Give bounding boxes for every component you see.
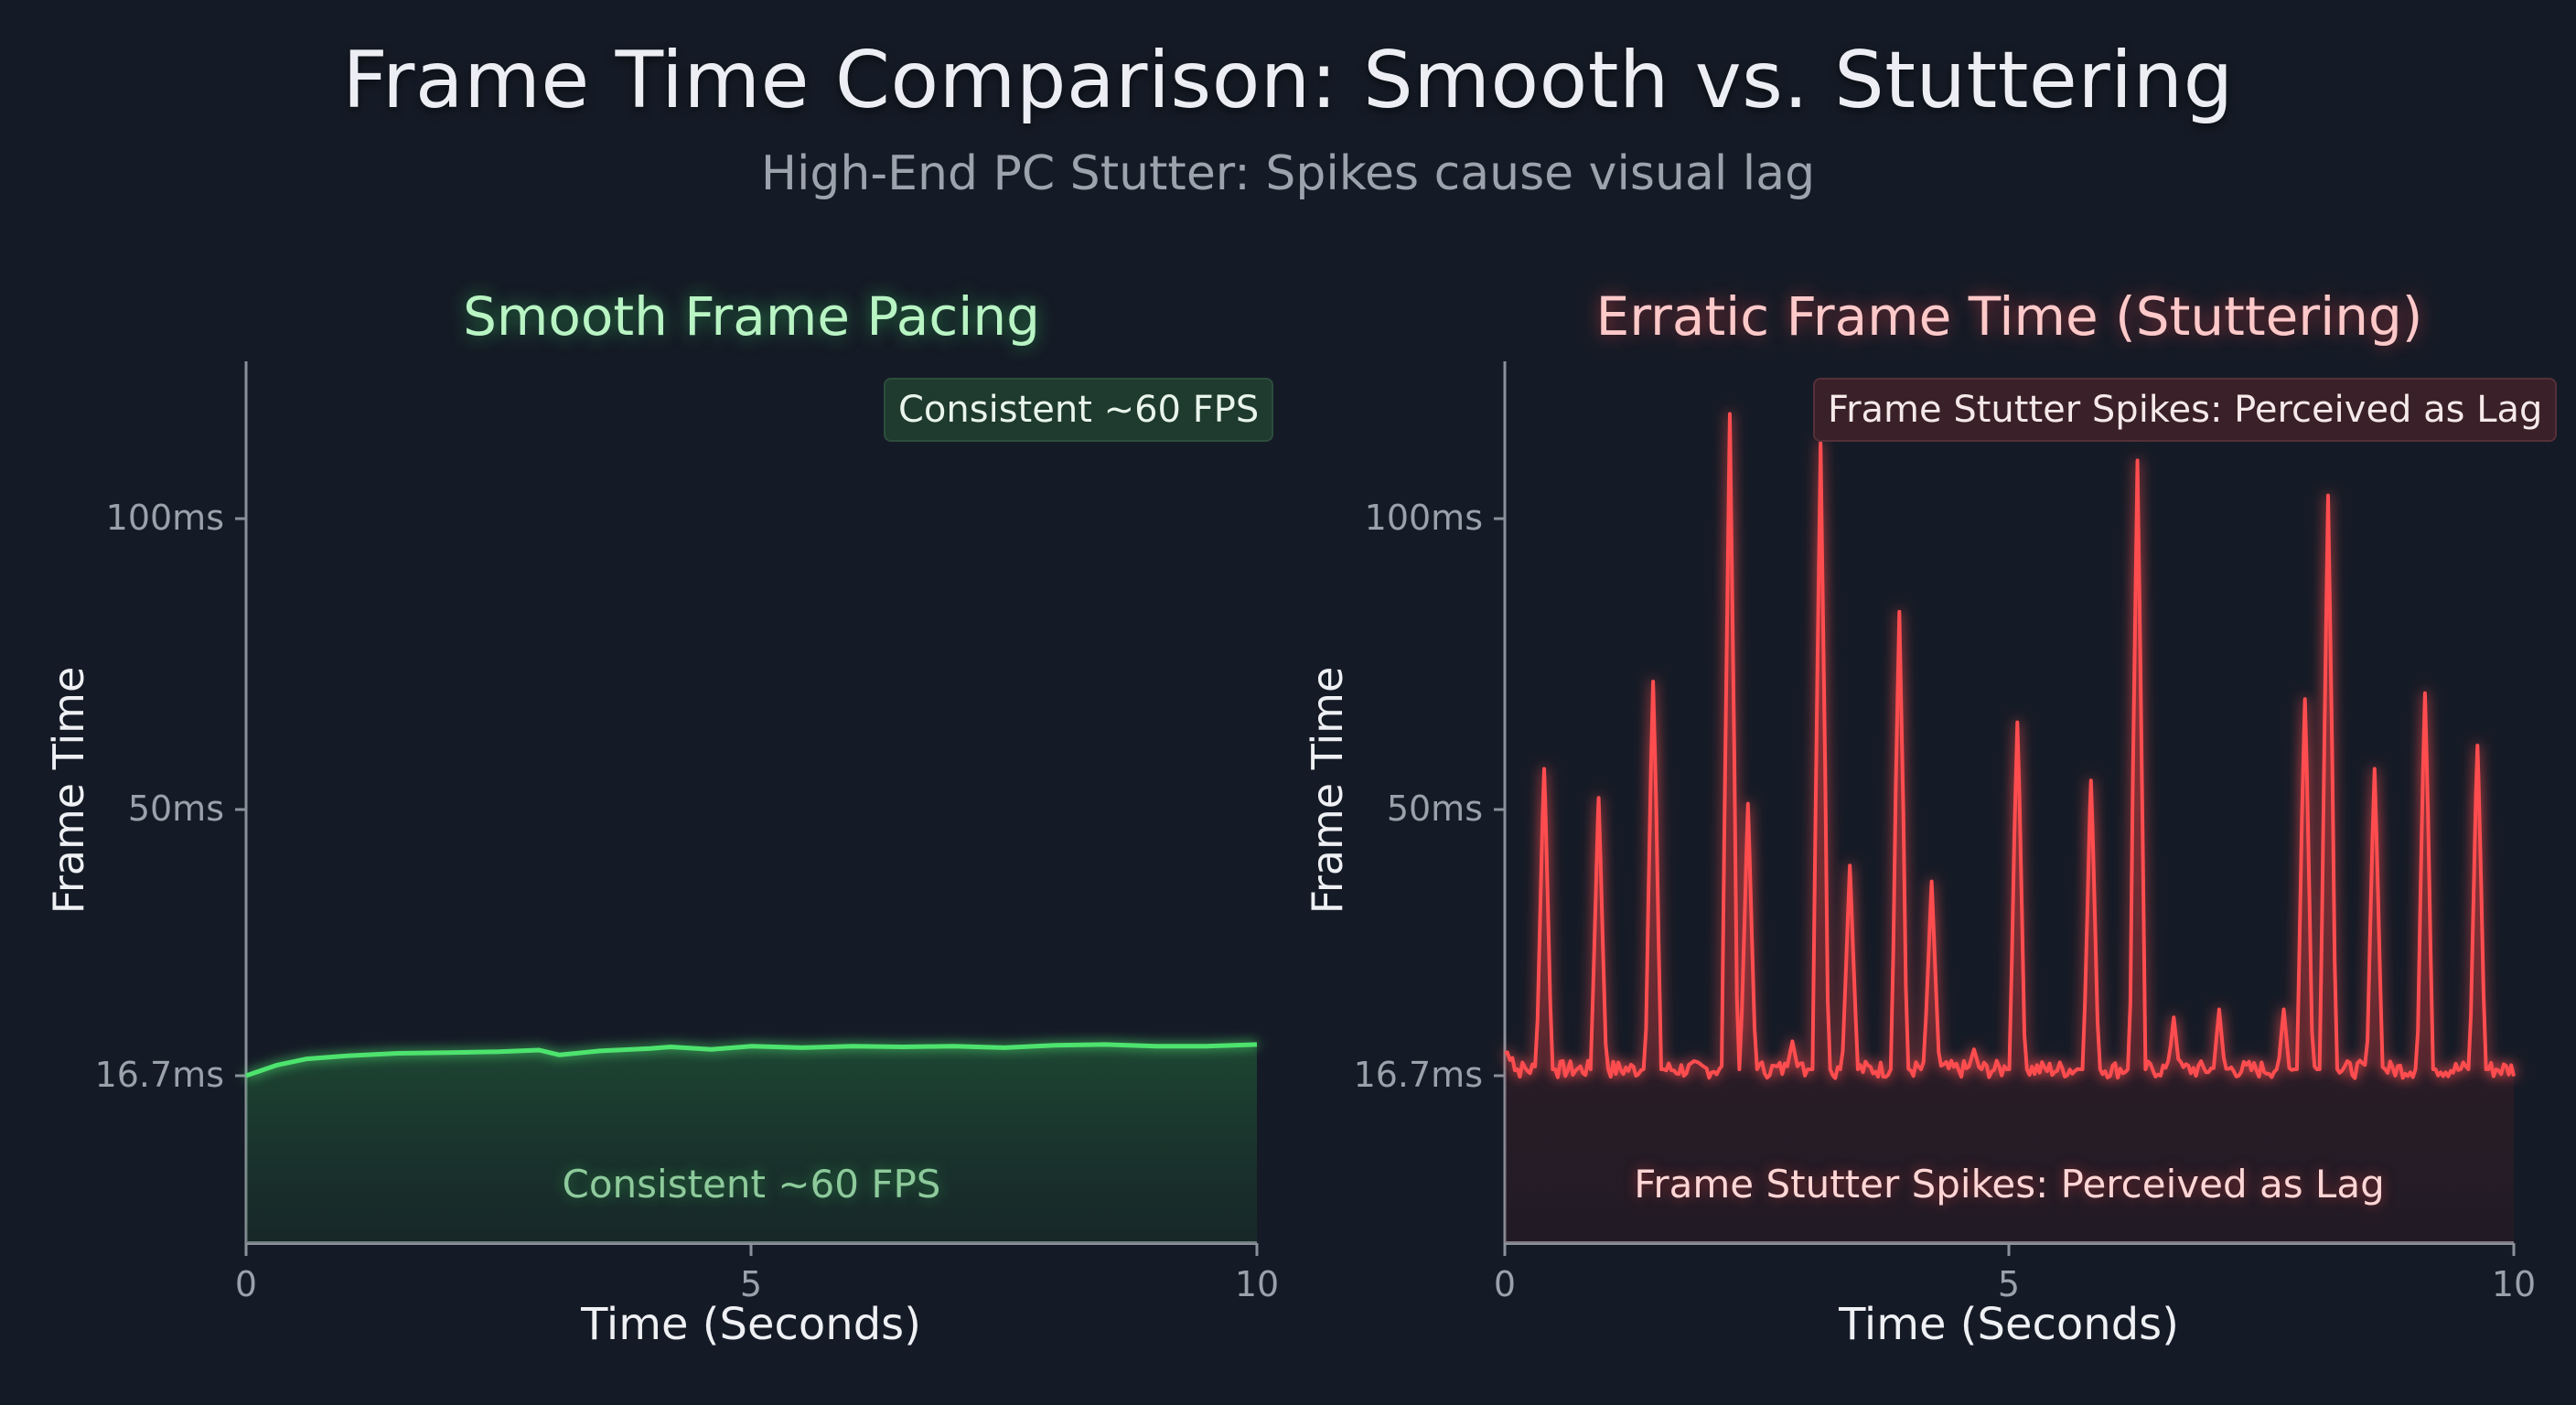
smooth-xtick-10: 10 (1234, 1264, 1280, 1304)
smooth-ytick-16-7: 16.7ms (94, 1055, 224, 1095)
stutter-inner-caption: Frame Stutter Spikes: Perceived as Lag (1634, 1162, 2385, 1207)
smooth-panel-title: Smooth Frame Pacing (463, 285, 1040, 348)
smooth-xtick-0: 0 (234, 1264, 258, 1304)
smooth-ytick-50: 50ms (127, 788, 224, 829)
stutter-area-fill (1505, 413, 2514, 1243)
stutter-ytick-100: 100ms (1364, 498, 1483, 538)
smooth-x-axis-label: Time (Seconds) (581, 1299, 921, 1350)
smooth-xtick-5: 5 (739, 1264, 763, 1304)
stutter-ytick-16-7: 16.7ms (1353, 1055, 1483, 1095)
smooth-area-fill (246, 1044, 1257, 1243)
smooth-ytick-100: 100ms (105, 498, 224, 538)
stutter-xtick-10: 10 (2491, 1264, 2537, 1304)
chart-subtitle: High-End PC Stutter: Spikes cause visual… (760, 146, 1816, 201)
smooth-frame-time-line (245, 1042, 1258, 1078)
stutter-annotation-badge: Frame Stutter Spikes: Perceived as Lag (1813, 378, 2558, 442)
stutter-panel-title: Erratic Frame Time (Stuttering) (1595, 285, 2423, 348)
stutter-xtick-5: 5 (1997, 1264, 2021, 1304)
chart-title: Frame Time Comparison: Smooth vs. Stutte… (342, 35, 2234, 126)
stutter-x-axis-label: Time (Seconds) (1839, 1299, 2179, 1350)
stutter-frame-time-line (1504, 412, 2516, 1080)
stutter-xtick-0: 0 (1493, 1264, 1517, 1304)
smooth-annotation-badge: Consistent ~60 FPS (884, 378, 1274, 442)
stutter-ytick-50: 50ms (1386, 788, 1483, 829)
